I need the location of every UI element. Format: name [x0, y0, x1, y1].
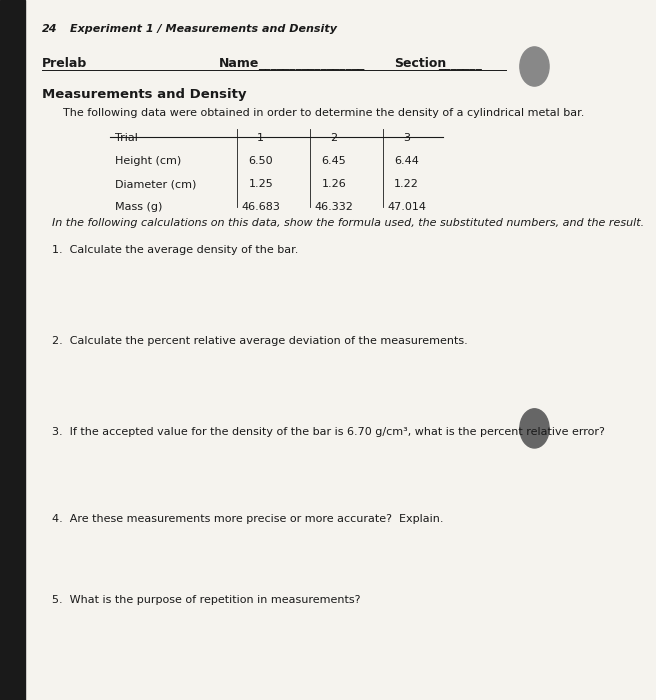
Text: Mass (g): Mass (g)	[115, 202, 162, 212]
Text: 6.45: 6.45	[321, 156, 346, 166]
Text: 2.  Calculate the percent relative average deviation of the measurements.: 2. Calculate the percent relative averag…	[52, 336, 468, 346]
Text: 1.22: 1.22	[394, 179, 419, 189]
Text: Diameter (cm): Diameter (cm)	[115, 179, 196, 189]
Text: 1: 1	[257, 133, 264, 143]
Text: 3: 3	[403, 133, 410, 143]
Text: 6.50: 6.50	[249, 156, 273, 166]
Text: _________________: _________________	[258, 57, 364, 71]
Text: 47.014: 47.014	[387, 202, 426, 212]
Text: 46.683: 46.683	[241, 202, 280, 212]
Circle shape	[520, 47, 549, 86]
Text: Section: Section	[394, 57, 446, 71]
Text: Name: Name	[219, 57, 259, 71]
Text: 4.  Are these measurements more precise or more accurate?  Explain.: 4. Are these measurements more precise o…	[52, 514, 443, 524]
Circle shape	[520, 409, 549, 448]
Text: In the following calculations on this data, show the formula used, the substitut: In the following calculations on this da…	[52, 218, 644, 228]
Text: 3.  If the accepted value for the density of the bar is 6.70 g/cm³, what is the : 3. If the accepted value for the density…	[52, 427, 605, 437]
Text: 1.25: 1.25	[249, 179, 273, 189]
Text: Measurements and Density: Measurements and Density	[42, 88, 246, 102]
Text: 6.44: 6.44	[394, 156, 419, 166]
Text: Experiment 1 / Measurements and Density: Experiment 1 / Measurements and Density	[70, 25, 337, 34]
Text: 24: 24	[42, 25, 57, 34]
Text: 1.  Calculate the average density of the bar.: 1. Calculate the average density of the …	[52, 245, 298, 255]
Text: Height (cm): Height (cm)	[115, 156, 181, 166]
Text: The following data were obtained in order to determine the density of a cylindri: The following data were obtained in orde…	[62, 108, 584, 118]
Text: 46.332: 46.332	[314, 202, 353, 212]
Text: Trial: Trial	[115, 133, 138, 143]
Bar	[0, 0, 25, 700]
Text: _______: _______	[438, 57, 482, 71]
Text: 5.  What is the purpose of repetition in measurements?: 5. What is the purpose of repetition in …	[52, 595, 361, 605]
Text: Prelab: Prelab	[42, 57, 87, 71]
Text: 2: 2	[330, 133, 337, 143]
Text: 1.26: 1.26	[321, 179, 346, 189]
